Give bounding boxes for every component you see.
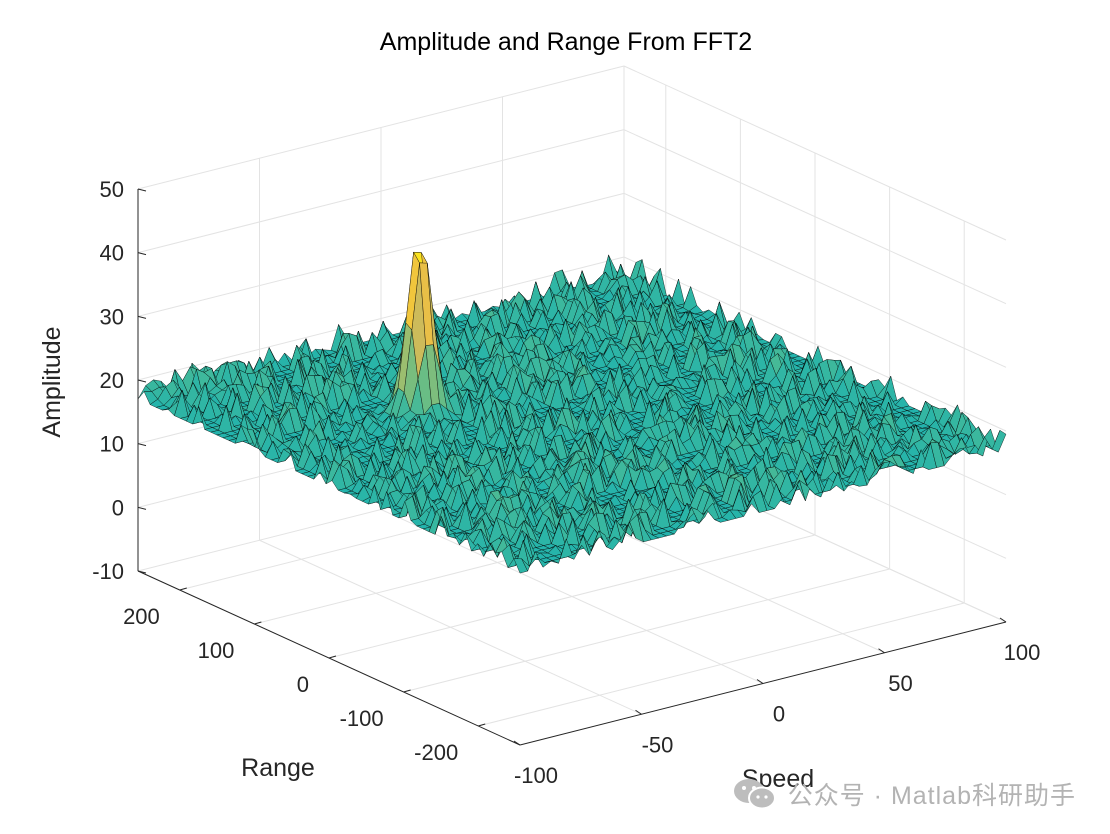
grid-line bbox=[328, 534, 816, 659]
x-tick-label: 100 bbox=[1004, 640, 1041, 665]
z-tick-mark bbox=[137, 252, 147, 256]
z-tick-label: 30 bbox=[100, 304, 124, 329]
y-axis-label: Range bbox=[241, 754, 315, 782]
grid-line bbox=[403, 568, 890, 693]
chart-title: Amplitude and Range From FFT2 bbox=[380, 28, 752, 56]
z-tick-mark bbox=[137, 506, 147, 510]
y-tick-label: 100 bbox=[198, 638, 235, 663]
z-tick-label: 0 bbox=[112, 495, 124, 520]
z-tick-label: 40 bbox=[100, 241, 124, 266]
z-tick-label: 20 bbox=[100, 368, 124, 393]
grid-line bbox=[478, 602, 965, 727]
surface-layer bbox=[137, 251, 1007, 574]
z-tick-label: -10 bbox=[92, 559, 124, 584]
z-tick-label: 50 bbox=[100, 177, 124, 202]
x-tick-label: -100 bbox=[514, 763, 558, 788]
y-tick-label: 0 bbox=[297, 672, 309, 697]
watermark-text: 公众号 · Matlab科研助手 bbox=[787, 782, 1076, 810]
z-tick-label: 10 bbox=[100, 432, 124, 457]
x-tick-label: 50 bbox=[888, 671, 912, 696]
z-tick-mark bbox=[137, 443, 147, 447]
z-tick-mark bbox=[137, 379, 147, 383]
z-axis-label: Amplitude bbox=[38, 326, 66, 437]
watermark: 公众号 · Matlab科研助手 bbox=[732, 776, 1076, 812]
z-tick-mark bbox=[137, 315, 147, 319]
z-tick-mark bbox=[137, 188, 147, 192]
y-tick-label: -100 bbox=[340, 706, 384, 731]
x-tick-label: 0 bbox=[773, 702, 785, 727]
y-tick-label: 200 bbox=[123, 604, 160, 629]
y-tick-label: -200 bbox=[414, 740, 458, 765]
x-tick-label: -50 bbox=[642, 732, 674, 757]
wechat-icon bbox=[733, 779, 776, 810]
